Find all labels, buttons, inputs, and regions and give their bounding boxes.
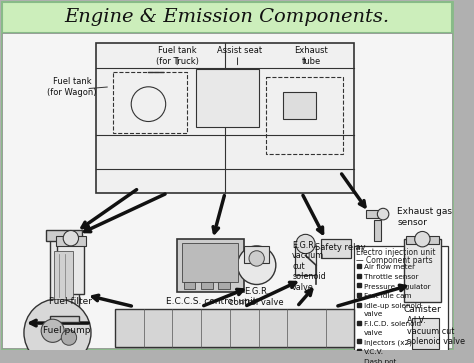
Text: Pressure regulator: Pressure regulator — [364, 284, 430, 290]
Bar — [46, 229, 82, 241]
Text: Electro injection unit: Electro injection unit — [356, 248, 436, 257]
Text: Fuel tank
(for Truck): Fuel tank (for Truck) — [156, 46, 199, 66]
Text: Throttle sensor: Throttle sensor — [364, 274, 419, 280]
Circle shape — [237, 246, 276, 285]
Bar — [201, 282, 213, 289]
Text: E.G.R.
vacuum
cut
solenoid
valve: E.G.R. vacuum cut solenoid valve — [292, 241, 326, 292]
Text: Exhaust gas
sensor: Exhaust gas sensor — [398, 207, 453, 227]
Text: E.G.R.
control valve: E.G.R. control valve — [229, 287, 284, 307]
Bar — [366, 210, 385, 218]
Text: Fuel tank
(for Wagon): Fuel tank (for Wagon) — [47, 77, 97, 97]
Text: valve: valve — [364, 330, 383, 336]
Text: — Component parts: — Component parts — [356, 256, 433, 265]
Text: V.C.V.: V.C.V. — [364, 349, 384, 355]
Bar — [55, 236, 86, 246]
Bar — [96, 44, 355, 193]
Text: A.I.V.
vacuum cut
solenoid valve: A.I.V. vacuum cut solenoid valve — [407, 316, 465, 346]
Bar — [355, 246, 448, 352]
Text: F.I.C.D. solenoid: F.I.C.D. solenoid — [364, 321, 421, 327]
Text: Safety relay: Safety relay — [315, 243, 365, 252]
Bar — [412, 318, 438, 349]
Bar — [184, 282, 195, 289]
Text: valve: valve — [364, 311, 383, 318]
Bar — [321, 239, 352, 258]
Bar — [283, 91, 316, 119]
Text: Engine & Emission Components.: Engine & Emission Components. — [64, 8, 390, 26]
Bar — [196, 69, 259, 127]
Bar — [50, 316, 79, 322]
Bar — [295, 246, 316, 275]
Bar — [50, 234, 79, 316]
Bar — [57, 241, 84, 294]
Text: Fuel filter: Fuel filter — [49, 297, 92, 306]
Text: Fuel pump: Fuel pump — [43, 326, 91, 335]
Bar — [177, 239, 244, 292]
Bar — [115, 309, 355, 347]
Circle shape — [296, 234, 315, 254]
Circle shape — [63, 231, 79, 246]
Bar — [374, 220, 381, 241]
Circle shape — [61, 330, 77, 345]
Text: Fast idle cam: Fast idle cam — [364, 293, 411, 299]
Bar — [244, 246, 269, 263]
Text: Injectors (x2): Injectors (x2) — [364, 339, 412, 346]
FancyBboxPatch shape — [2, 2, 452, 348]
Text: Assist seat: Assist seat — [217, 46, 262, 55]
Bar — [54, 251, 73, 299]
Bar — [219, 282, 230, 289]
Circle shape — [24, 299, 91, 363]
Text: Canister: Canister — [403, 305, 441, 314]
Bar — [182, 243, 237, 282]
Text: Dash pot: Dash pot — [364, 359, 396, 363]
Text: Exhaust
tube: Exhaust tube — [294, 46, 328, 66]
Text: Air flow meter: Air flow meter — [364, 264, 415, 270]
Circle shape — [415, 232, 430, 247]
Circle shape — [41, 319, 64, 342]
Bar — [2, 2, 452, 33]
Text: Idle-up solenoid: Idle-up solenoid — [364, 303, 421, 309]
Circle shape — [249, 251, 264, 266]
Circle shape — [377, 208, 389, 220]
Bar — [406, 236, 438, 244]
Bar — [404, 239, 440, 302]
Text: E.C.C.S. control unit: E.C.C.S. control unit — [165, 297, 256, 306]
